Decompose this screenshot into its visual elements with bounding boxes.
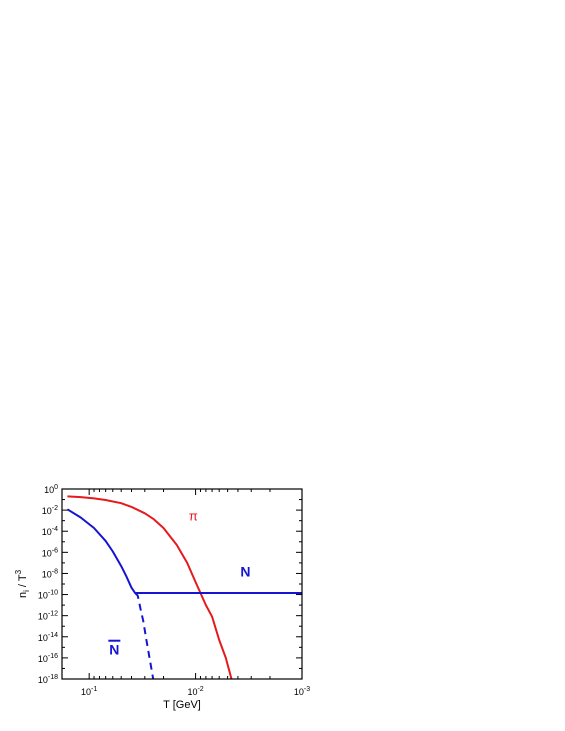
series-line-n — [66, 508, 302, 594]
y-axis-label-sup: 3 — [14, 569, 23, 574]
y-tick-label: 10-16 — [38, 653, 58, 664]
y-tick-label: 10-12 — [38, 611, 58, 622]
annotations: π N N — [108, 509, 251, 658]
series-line-π — [67, 495, 233, 680]
series-line-n-bar — [134, 592, 155, 680]
y-tick-label: 10-10 — [38, 590, 58, 601]
tick-labels: 10-1 10-2 10-3 100 10-2 10-4 10-6 10-8 10-10 10-1… — [38, 484, 310, 697]
x-tick-label: 10-1 — [81, 686, 97, 697]
plot-frame — [61, 488, 303, 680]
y-tick-label: 10-4 — [42, 526, 58, 537]
x-tick-label: 10-2 — [187, 686, 203, 697]
y-tick-label: 10-8 — [42, 568, 58, 579]
label-pion: π — [189, 509, 198, 524]
y-tick-label: 10-6 — [42, 547, 58, 558]
y-tick-label: 100 — [44, 484, 58, 495]
y-axis-label: ni / T3 — [14, 569, 31, 598]
y-axis-label-rest: / T — [17, 574, 29, 590]
y-tick-label: 10-14 — [38, 632, 58, 643]
label-antinucleon: N — [109, 642, 119, 658]
curves — [66, 495, 302, 680]
x-axis-label: T [GeV] — [163, 699, 201, 711]
y-tick-label: 10-18 — [38, 674, 58, 685]
y-axis-label-sub: i — [22, 590, 31, 592]
y-axis-label-main: n — [17, 592, 29, 598]
x-tick-label: 10-3 — [294, 686, 310, 697]
label-nucleon: N — [240, 564, 250, 580]
y-tick-label: 10-2 — [42, 505, 58, 516]
ticks — [62, 488, 303, 680]
